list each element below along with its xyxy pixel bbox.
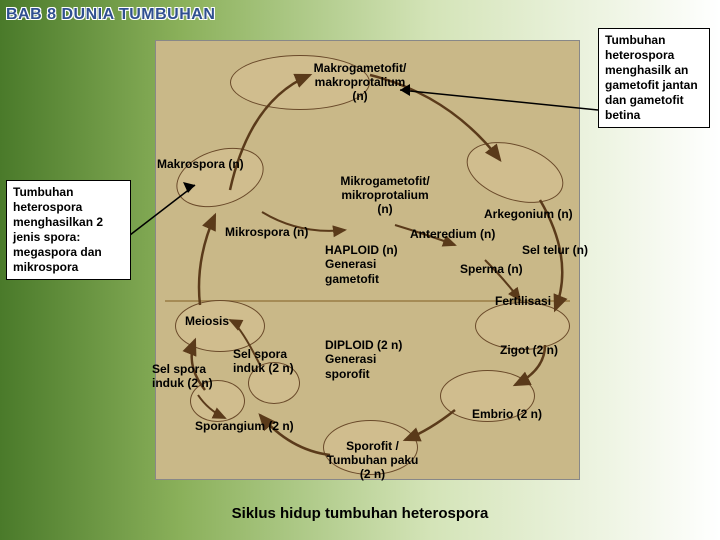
label-embrio: Embrio (2 n)	[472, 408, 542, 422]
label-anteredium: Anteredium (n)	[410, 228, 495, 242]
center-haploid: HAPLOID (n) Generasi gametofit	[325, 243, 398, 286]
label-makrogametofit: Makrogametofit/ makroprotalium (n)	[295, 62, 425, 103]
label-mikrospora: Mikrospora (n)	[225, 226, 308, 240]
center-diploid: DIPLOID (2 n) Generasi sporofit	[325, 338, 402, 381]
label-mikrogametofit: Mikrogametofit/ mikroprotalium (n)	[325, 175, 445, 216]
label-selspora2: Sel spora induk (2 n)	[233, 348, 294, 376]
callout-left: Tumbuhan heterospora menghasilkan 2 jeni…	[6, 180, 131, 280]
label-sporofit: Sporofit / Tumbuhan paku (2 n)	[315, 440, 430, 481]
label-makrospora: Makrospora (n)	[157, 158, 244, 172]
diagram-caption: Siklus hidup tumbuhan heterospora	[0, 505, 720, 522]
callout-right: Tumbuhan heterospora menghasilk an gamet…	[598, 28, 710, 128]
page-title: BAB 8 DUNIA TUMBUHAN	[6, 6, 215, 24]
label-sperma: Sperma (n)	[460, 263, 523, 277]
label-zigot: Zigot (2 n)	[500, 344, 558, 358]
label-sporangium: Sporangium (2 n)	[195, 420, 294, 434]
label-meiosis: Meiosis	[185, 315, 229, 329]
label-arkegonium: Arkegonium (n)	[484, 208, 573, 222]
label-selspora1: Sel spora induk (2 n)	[152, 363, 213, 391]
label-fertilisasi: Fertilisasi	[495, 295, 551, 309]
label-seltelur: Sel telur (n)	[522, 244, 588, 258]
